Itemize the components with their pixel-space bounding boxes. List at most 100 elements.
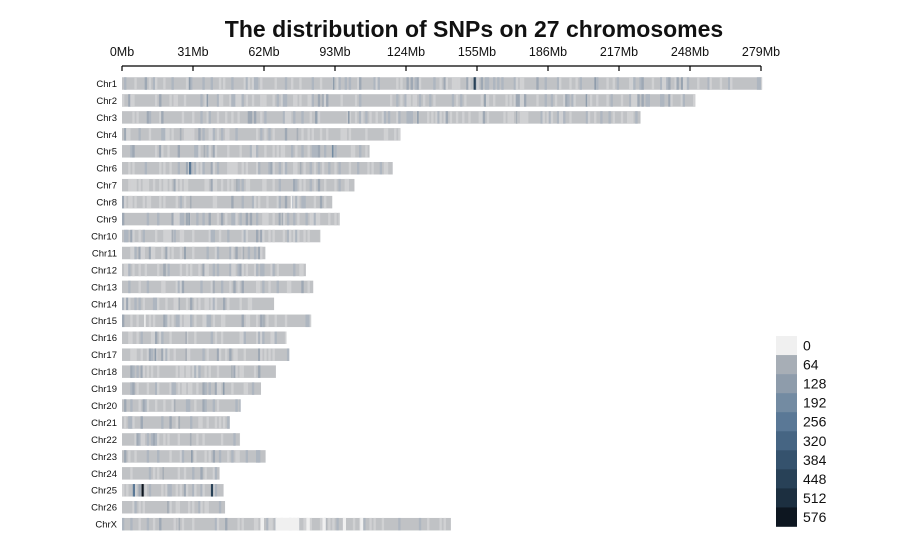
density-bin <box>192 246 195 260</box>
density-bin <box>194 331 197 344</box>
snp-hotspot <box>132 484 136 497</box>
snp-hotspot <box>173 399 176 412</box>
density-bin <box>544 94 547 107</box>
density-bin <box>206 246 209 260</box>
density-bin <box>169 484 172 497</box>
density-bin <box>163 263 166 277</box>
density-bin <box>536 94 539 107</box>
density-bin <box>196 433 199 446</box>
density-bin <box>208 382 211 395</box>
density-bin <box>241 178 244 192</box>
density-bin <box>558 111 562 124</box>
density-bin <box>142 178 145 192</box>
density-bin <box>190 128 193 141</box>
density-bin <box>154 145 158 158</box>
density-bin <box>239 94 242 107</box>
density-bin <box>152 314 156 328</box>
density-bin <box>396 94 399 107</box>
density-bin <box>128 178 131 192</box>
density-bin <box>216 212 220 226</box>
density-bin <box>216 399 220 412</box>
snp-hotspot <box>167 501 169 514</box>
density-bin <box>241 280 244 294</box>
density-bin <box>253 77 257 90</box>
density-bin <box>235 162 238 175</box>
density-bin <box>235 246 238 260</box>
legend-label: 128 <box>803 376 827 392</box>
density-bin <box>132 416 135 429</box>
density-bin <box>220 212 224 226</box>
density-bin <box>165 178 168 192</box>
density-bin <box>136 382 139 395</box>
density-bin <box>344 128 347 141</box>
density-bin <box>128 331 131 344</box>
density-bin <box>486 94 490 107</box>
density-bin <box>154 331 158 344</box>
x-tick-label: 0Mb <box>110 45 134 59</box>
density-bin <box>212 162 216 175</box>
density-bin <box>550 111 554 124</box>
snp-hotspot <box>188 212 190 226</box>
density-bin <box>177 314 181 328</box>
density-bin <box>253 195 257 209</box>
density-bin <box>173 382 176 395</box>
density-bin <box>210 331 213 344</box>
density-bin <box>536 77 539 90</box>
density-bin <box>297 195 300 209</box>
legend-swatch <box>776 355 797 375</box>
snp-hotspot <box>515 111 518 124</box>
density-bin <box>307 280 310 294</box>
density-bin <box>385 162 389 175</box>
snp-hotspot <box>178 517 181 531</box>
density-bin <box>169 501 172 514</box>
density-bin <box>150 348 154 361</box>
density-bin <box>258 331 261 344</box>
density-bin <box>241 94 244 107</box>
density-bin <box>169 450 172 463</box>
density-bin <box>260 128 263 141</box>
density-bin <box>208 212 211 226</box>
density-bin <box>130 195 133 209</box>
density-bin <box>130 517 133 531</box>
density-bin <box>175 297 178 311</box>
density-bin <box>122 94 125 107</box>
density-bin <box>245 94 249 107</box>
density-bin <box>179 246 183 260</box>
density-bin <box>579 77 582 90</box>
density-bin <box>359 77 362 90</box>
density-bin <box>326 94 329 107</box>
density-bin <box>245 450 249 463</box>
density-bin <box>674 77 677 90</box>
density-bin <box>124 263 127 277</box>
density-bin <box>132 145 135 158</box>
density-bin <box>519 94 523 107</box>
density-bin <box>161 348 164 361</box>
legend-swatch <box>776 431 797 451</box>
snp-hotspot <box>231 365 233 378</box>
density-bin <box>214 195 218 209</box>
density-bin <box>301 195 304 209</box>
density-bin <box>293 195 296 209</box>
density-bin <box>457 77 461 90</box>
snp-hotspot <box>594 77 596 90</box>
density-bin <box>185 178 189 192</box>
density-bin <box>389 94 393 107</box>
chromosome-row: Chr1 <box>96 77 763 90</box>
density-bin <box>208 314 211 328</box>
density-bin <box>237 517 240 531</box>
density-bin <box>315 145 319 158</box>
density-bin <box>235 365 238 378</box>
density-bin <box>192 517 195 531</box>
x-tick-label: 124Mb <box>387 45 425 59</box>
snp-hotspot <box>164 263 167 277</box>
density-bin <box>556 77 560 90</box>
density-bin <box>239 399 241 412</box>
density-bin <box>301 263 304 277</box>
density-bin <box>239 212 242 226</box>
density-bin <box>346 111 350 124</box>
snp-hotspot <box>154 348 157 361</box>
density-bin <box>159 94 162 107</box>
density-bin <box>190 162 193 175</box>
density-bin <box>216 246 220 260</box>
density-bin <box>167 484 170 497</box>
